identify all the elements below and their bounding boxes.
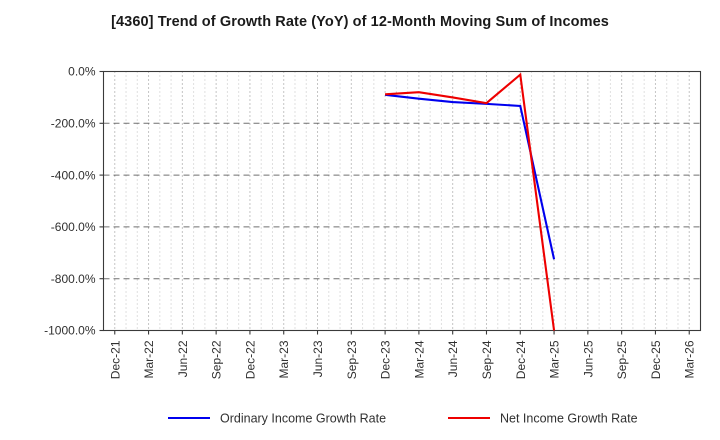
x-axis-labels: Dec-21 Mar-22 Jun-22 Sep-22 Dec-22 Mar-23 Jun-…: [108, 340, 696, 379]
x-tick-label: Sep-22: [210, 340, 224, 379]
x-tick-label: Sep-25: [615, 340, 629, 379]
x-tick-label: Mar-25: [548, 340, 562, 378]
x-tick-label: Mar-23: [277, 340, 291, 378]
x-tick-label: Mar-26: [683, 340, 697, 378]
y-axis-ticks: [99, 70, 104, 332]
x-tick-label: Dec-23: [379, 340, 393, 379]
y-tick-label: -200.0%: [51, 117, 96, 131]
series-line-ordinary-income: [384, 93, 556, 260]
minor-vertical-gridlines: [125, 71, 679, 331]
y-tick-label: -600.0%: [51, 220, 96, 234]
major-vertical-gridlines: [114, 71, 690, 331]
legend-label-net-income: Net Income Growth Rate: [500, 412, 638, 426]
x-tick-label: Dec-24: [514, 340, 528, 379]
x-tick-label: Jun-22: [176, 340, 190, 377]
data-series-lines: [384, 72, 556, 331]
x-tick-label: Mar-24: [412, 340, 426, 378]
y-tick-label: -800.0%: [51, 272, 96, 286]
x-tick-label: Jun-23: [311, 340, 325, 377]
series-line-net-income: [385, 72, 556, 331]
x-axis-ticks: [114, 330, 690, 335]
x-tick-label: Jun-24: [446, 340, 460, 377]
x-tick-label: Sep-23: [345, 340, 359, 379]
chart-title: [4360] Trend of Growth Rate (YoY) of 12-…: [111, 14, 609, 30]
y-tick-label: -1000.0%: [44, 324, 96, 338]
horizontal-gridlines: [103, 122, 701, 280]
x-tick-label: Mar-22: [142, 340, 156, 378]
x-tick-label: Jun-25: [581, 340, 595, 377]
x-tick-label: Sep-24: [480, 340, 494, 379]
plot-frame: [102, 70, 702, 332]
x-tick-label: Dec-22: [243, 340, 257, 379]
x-tick-label: Dec-25: [649, 340, 663, 379]
y-axis-labels: 0.0% -200.0% -400.0% -600.0% -800.0% -1000.0%: [44, 65, 96, 338]
x-tick-label: Dec-21: [108, 340, 122, 379]
y-tick-label: 0.0%: [68, 65, 96, 79]
chart-legend: Ordinary Income Growth Rate Net Income Gr…: [168, 412, 638, 426]
y-tick-label: -400.0%: [51, 168, 96, 182]
legend-label-ordinary-income: Ordinary Income Growth Rate: [220, 412, 386, 426]
